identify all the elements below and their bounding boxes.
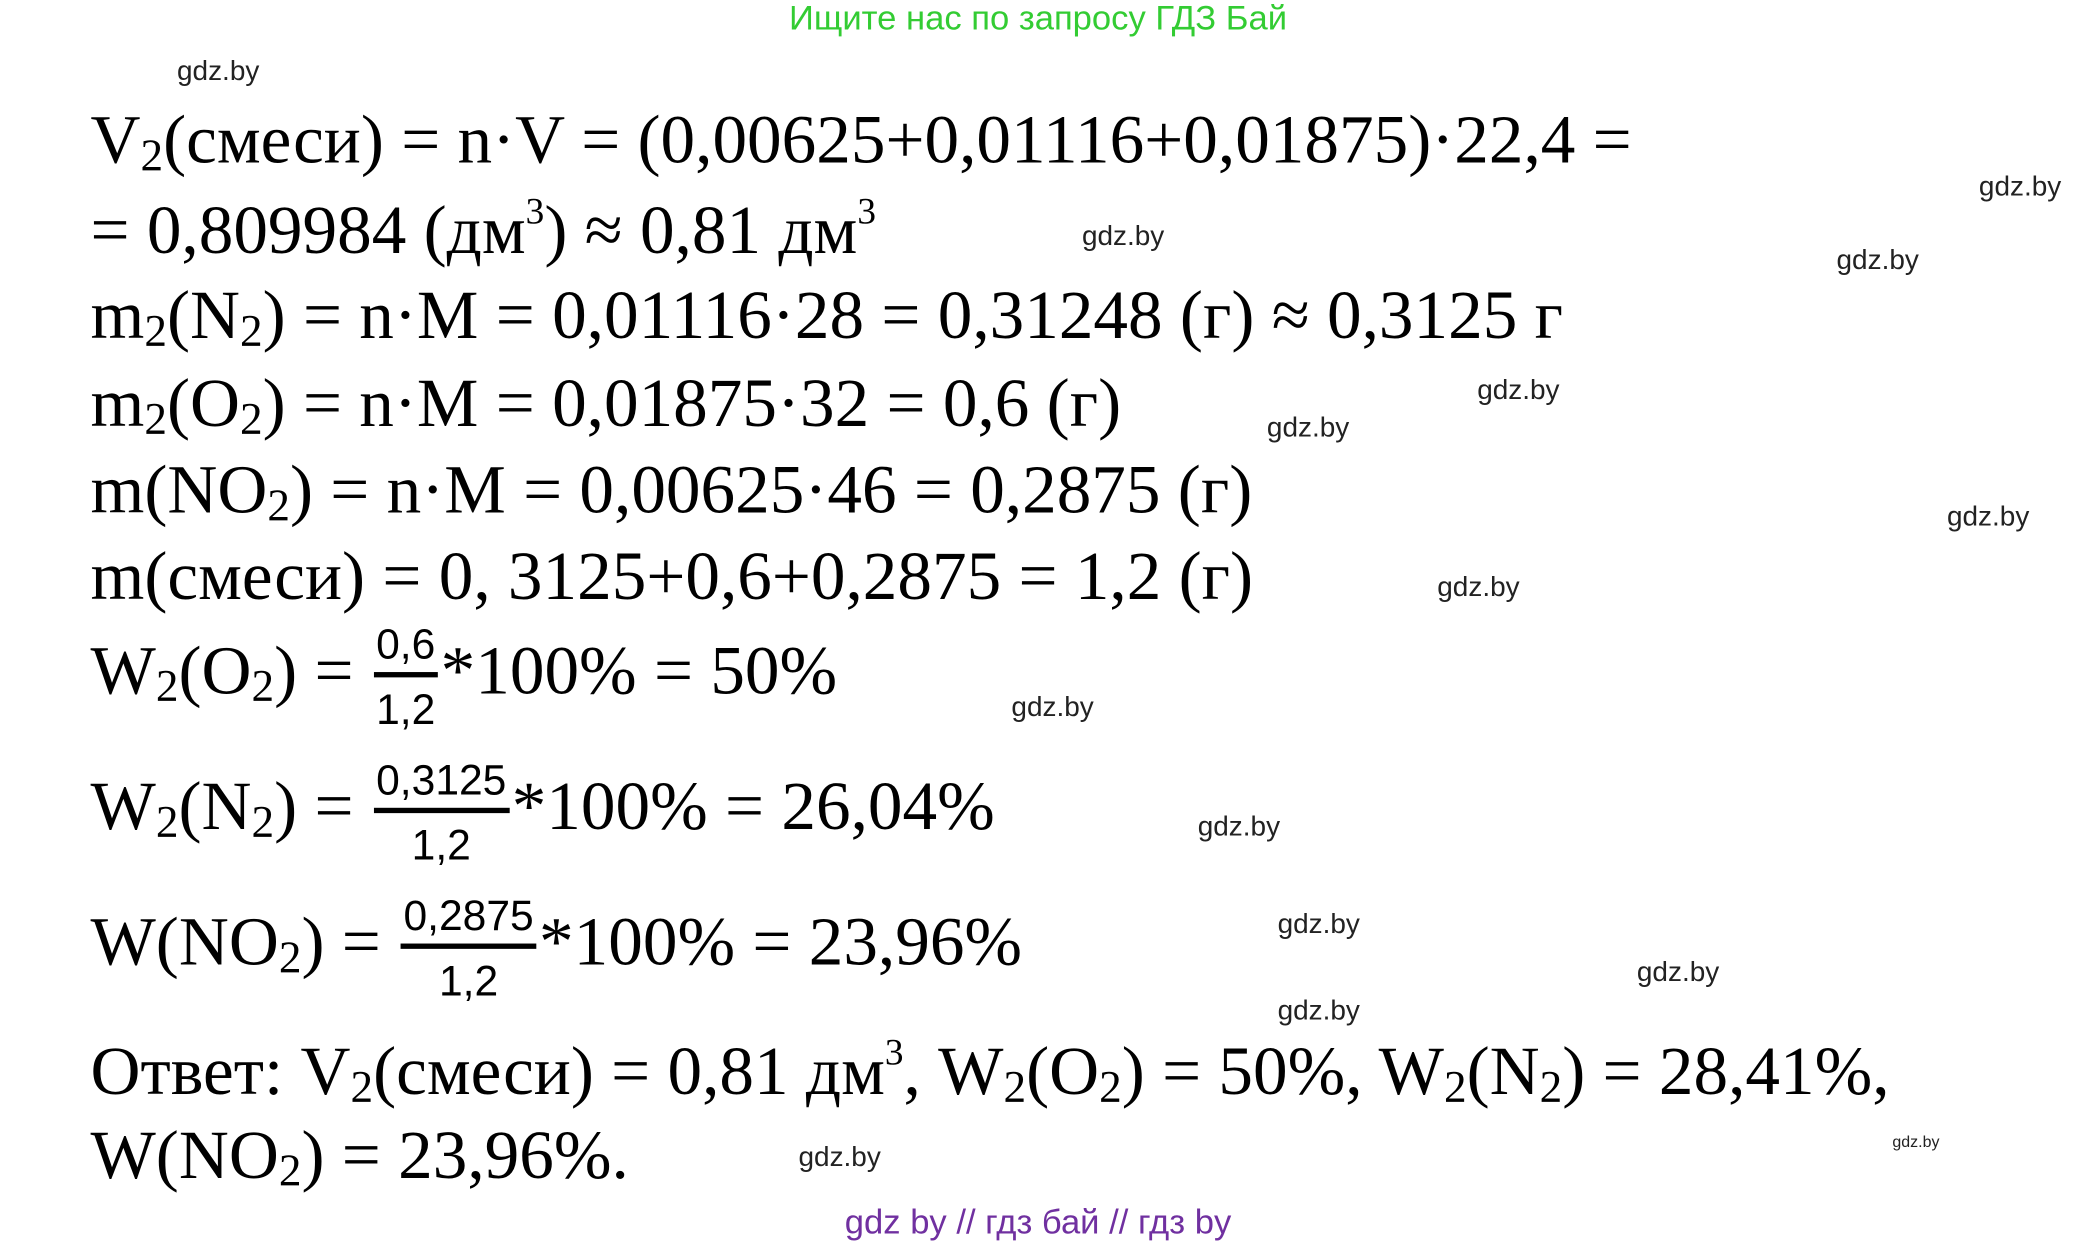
watermark: gdz.by <box>1978 171 2062 203</box>
watermark: gdz.by <box>1277 995 1360 1027</box>
equation-volume: V2(смеси) = n·V = (0,00625+0,01116+0,018… <box>90 102 1632 181</box>
equation-fraction-no2: W(NO2) = 0,2875 1,2 *100% = 23,96% <box>90 891 1023 1006</box>
watermark: gdz.by <box>1946 501 2030 533</box>
fraction: 0,2875 1,2 <box>400 892 537 1006</box>
watermark: gdz.by <box>1892 1132 1940 1152</box>
fraction: 0,6 1,2 <box>373 620 438 734</box>
watermark: gdz.by <box>798 1141 881 1173</box>
watermark: gdz.by <box>176 55 260 87</box>
equation-fraction-o2: W2(O2) = 0,6 1,2 *100% = 50% <box>90 620 838 734</box>
watermark: gdz.by <box>1277 908 1360 940</box>
watermark: gdz.by <box>1836 244 1919 276</box>
watermark: gdz.by <box>1081 220 1165 252</box>
equation-mass-no2: m(NO2) = n·M = 0,00625·46 = 0,2875 (г) <box>90 452 1253 531</box>
answer-line-2: W(NO2) = 23,96%. <box>90 1117 629 1197</box>
watermark: gdz.by <box>1477 375 1560 406</box>
watermark: gdz.by <box>1011 692 1094 723</box>
watermark: gdz.by <box>1437 572 1520 603</box>
footer-links[interactable]: gdz by // гдз бай // гдз by <box>844 1201 1232 1242</box>
equation-mass-mixture: m(смеси) = 0, 3125+0,6+0,2875 = 1,2 (г) <box>90 538 1254 615</box>
answer-line: Ответ: V2(смеси) = 0,81 дм3, W2(O2) = 50… <box>90 1032 1890 1113</box>
watermark: gdz.by <box>1636 956 1720 988</box>
equation-fraction-n2: W2(N2) = 0,3125 1,2 *100% = 26,04% <box>90 755 995 870</box>
watermark: gdz.by <box>1266 412 1350 444</box>
watermark: gdz.by <box>1197 811 1281 843</box>
equation-mass-o2: m2(O2) = n·M = 0,01875·32 = 0,6 (г) <box>90 365 1122 445</box>
equation-volume-result: = 0,809984 (дм3) ≈ 0,81 дм3 <box>90 191 876 269</box>
header-banner[interactable]: Ищите нас по запросу ГДЗ Бай <box>788 0 1288 38</box>
fraction: 0,3125 1,2 <box>373 756 510 870</box>
equation-mass-n2: m2(N2) = n·M = 0,01116·28 = 0,31248 (г) … <box>90 278 1563 357</box>
